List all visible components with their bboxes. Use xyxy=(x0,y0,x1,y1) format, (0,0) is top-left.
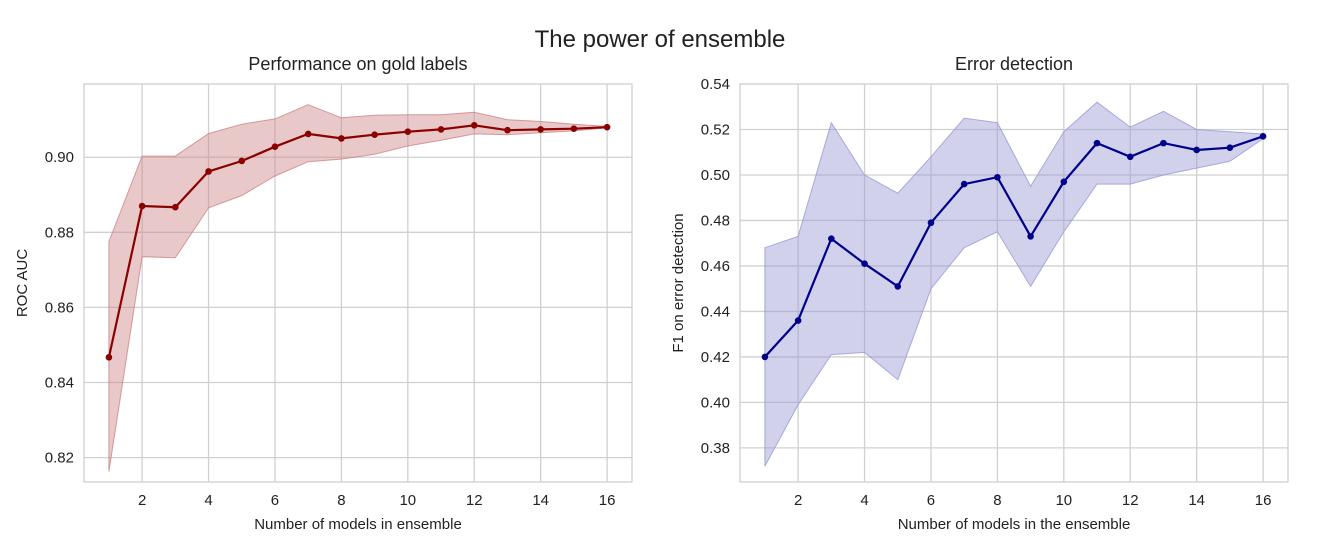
y-tick-label: 0.88 xyxy=(45,224,74,241)
y-axis-label: F1 on error detection xyxy=(670,213,687,352)
data-point xyxy=(338,135,345,142)
x-tick-label: 14 xyxy=(1188,492,1205,509)
x-tick-label: 16 xyxy=(599,492,616,509)
figure-title: The power of ensemble xyxy=(534,26,786,53)
x-axis-label: Number of models in the ensemble xyxy=(898,516,1131,533)
data-point xyxy=(1060,178,1068,186)
x-axis-label: Number of models in ensemble xyxy=(254,516,462,533)
data-point xyxy=(537,126,544,133)
data-point xyxy=(271,143,279,151)
x-tick-label: 2 xyxy=(138,492,146,509)
y-tick-label: 0.48 xyxy=(701,212,730,229)
data-point xyxy=(437,126,445,133)
data-point xyxy=(172,203,179,211)
y-tick-label: 0.46 xyxy=(701,258,730,275)
data-point xyxy=(404,128,412,135)
x-tick-label: 4 xyxy=(204,492,212,509)
x-tick-label: 14 xyxy=(532,492,549,509)
y-tick-label: 0.52 xyxy=(701,121,730,138)
y-tick-label: 0.54 xyxy=(701,76,730,93)
data-point xyxy=(927,219,935,227)
y-axis-label: ROC AUC xyxy=(14,249,31,318)
series-line xyxy=(107,124,608,358)
y-tick-label: 0.90 xyxy=(45,149,74,166)
data-point xyxy=(504,126,511,134)
data-point xyxy=(371,131,378,138)
data-point xyxy=(304,130,312,138)
series-line xyxy=(764,135,1264,358)
data-point xyxy=(1160,139,1167,147)
y-tick-label: 0.50 xyxy=(701,167,730,184)
y-tick-label: 0.40 xyxy=(701,394,730,411)
x-tick-label: 6 xyxy=(271,492,279,509)
x-tick-label: 2 xyxy=(794,492,802,509)
y-tick-label: 0.44 xyxy=(701,303,730,320)
data-point xyxy=(894,283,902,290)
data-point xyxy=(105,354,113,361)
y-tick-label: 0.82 xyxy=(45,450,74,467)
y-tick-label: 0.42 xyxy=(701,349,730,366)
x-tick-label: 4 xyxy=(860,492,868,509)
data-point xyxy=(960,180,968,188)
x-tick-label: 10 xyxy=(1055,492,1072,509)
data-point xyxy=(1126,153,1134,161)
x-tick-label: 8 xyxy=(993,492,1001,509)
x-tick-label: 8 xyxy=(337,492,345,509)
data-point xyxy=(205,168,212,175)
data-point xyxy=(1093,139,1101,147)
x-tick-label: 12 xyxy=(1122,492,1139,509)
data-point xyxy=(570,125,578,132)
data-point xyxy=(1226,144,1234,151)
x-tick-label: 6 xyxy=(927,492,935,509)
data-point xyxy=(1027,233,1034,240)
y-tick-label: 0.84 xyxy=(45,375,74,392)
y-tick-label: 0.86 xyxy=(45,299,74,316)
chart-panel-1: Performance on gold labels 2 4 6 8 10 12 14 16 0.… xyxy=(14,54,633,533)
data-point xyxy=(603,123,611,131)
data-point xyxy=(994,173,1001,181)
chart-title: Error detection xyxy=(955,54,1073,74)
data-point xyxy=(238,157,246,165)
x-tick-label: 16 xyxy=(1255,492,1272,509)
x-tick-label: 12 xyxy=(466,492,483,509)
x-tick-label: 10 xyxy=(399,492,416,509)
data-point xyxy=(1259,133,1267,140)
data-point xyxy=(828,235,835,242)
data-point xyxy=(794,317,802,324)
data-point xyxy=(861,260,868,267)
chart-title: Performance on gold labels xyxy=(248,54,467,74)
chart-panel-2: Error detection 2 4 6 8 10 12 14 16 0.38 0.40 0.42 0… xyxy=(670,54,1289,533)
y-tick-label: 0.38 xyxy=(701,440,730,457)
data-point xyxy=(761,353,769,361)
data-point xyxy=(470,122,478,129)
data-point xyxy=(138,202,146,210)
data-point xyxy=(1193,146,1200,154)
